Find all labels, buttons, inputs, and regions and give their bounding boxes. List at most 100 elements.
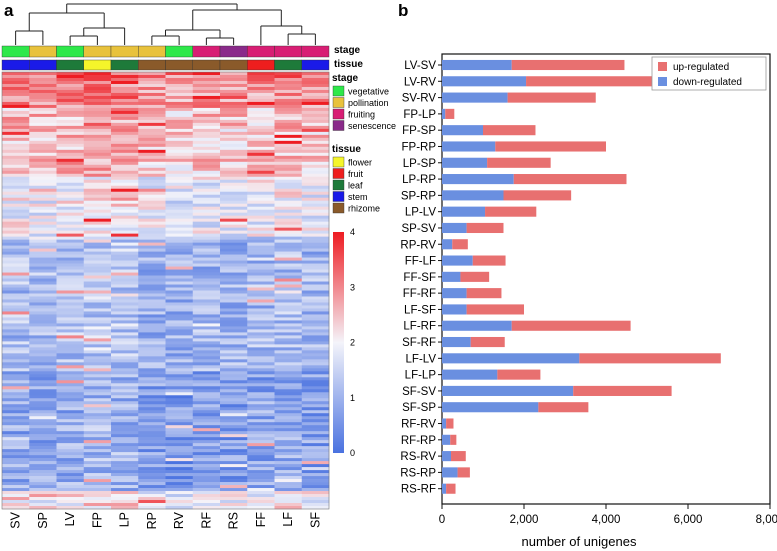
heatmap-cell bbox=[220, 185, 248, 190]
heatmap-cell bbox=[301, 371, 330, 375]
heatmap-cell bbox=[247, 314, 275, 318]
heatmap-cell bbox=[29, 134, 57, 139]
heatmap-cell bbox=[29, 488, 57, 492]
heatmap-cell bbox=[138, 116, 166, 121]
heatmap-cell bbox=[192, 344, 221, 348]
heatmap-cell bbox=[83, 458, 112, 462]
heatmap-cell bbox=[56, 107, 85, 112]
heatmap-cell bbox=[56, 314, 85, 318]
heatmap-cell bbox=[56, 500, 85, 504]
heatmap-cell bbox=[192, 470, 221, 474]
heatmap-cell bbox=[83, 299, 112, 303]
heatmap-cell bbox=[220, 383, 248, 387]
heatmap-cell bbox=[138, 260, 166, 264]
heatmap-cell bbox=[29, 92, 57, 97]
heatmap-cell bbox=[56, 72, 85, 76]
heatmap-cell bbox=[274, 296, 303, 300]
heatmap-cell bbox=[301, 104, 330, 109]
heatmap-cell bbox=[111, 269, 139, 273]
heatmap-cell bbox=[301, 353, 330, 357]
heatmap-cell bbox=[247, 464, 275, 468]
heatmap-cell bbox=[29, 167, 57, 172]
heatmap-cell bbox=[274, 182, 303, 187]
heatmap-cell bbox=[165, 98, 194, 103]
heatmap-cell bbox=[83, 167, 112, 172]
heatmap-cell bbox=[220, 215, 248, 219]
heatmap-cell bbox=[56, 422, 85, 426]
heatmap-cell bbox=[83, 380, 112, 384]
column-label-SV: SV bbox=[9, 511, 23, 528]
heatmap-cell bbox=[111, 77, 139, 82]
heatmap-cell bbox=[111, 497, 139, 501]
heatmap-cell bbox=[274, 248, 303, 252]
bar-down-regulated-LF-LP bbox=[442, 369, 498, 380]
heatmap-cell bbox=[111, 416, 139, 420]
heatmap-cell bbox=[83, 251, 112, 255]
heatmap-cell bbox=[301, 230, 330, 234]
heatmap-cell bbox=[301, 431, 330, 435]
heatmap-cell bbox=[165, 212, 194, 216]
heatmap-cell bbox=[83, 137, 112, 142]
heatmap-cell bbox=[138, 137, 166, 142]
heatmap-cell bbox=[56, 266, 85, 270]
category-label: RS-RF bbox=[401, 484, 436, 496]
heatmap-cell bbox=[29, 494, 57, 498]
heatmap-cell bbox=[192, 305, 221, 309]
heatmap-cell bbox=[220, 323, 248, 327]
heatmap-cell bbox=[192, 413, 221, 417]
heatmap-cell bbox=[192, 281, 221, 285]
heatmap-cell bbox=[192, 212, 221, 216]
heatmap-cell bbox=[111, 443, 139, 447]
heatmap-cell bbox=[247, 491, 275, 495]
heatmap-cell bbox=[301, 242, 330, 246]
heatmap-cell bbox=[2, 86, 30, 91]
heatmap-cell bbox=[220, 326, 248, 330]
heatmap-cell bbox=[274, 362, 303, 366]
heatmap-cell bbox=[83, 395, 112, 399]
heatmap-cell bbox=[56, 248, 85, 252]
heatmap-cell bbox=[301, 260, 330, 264]
heatmap-cell bbox=[165, 332, 194, 336]
heatmap-cell bbox=[220, 320, 248, 324]
heatmap-cell bbox=[111, 167, 139, 172]
heatmap-cell bbox=[301, 485, 330, 489]
heatmap-cell bbox=[220, 317, 248, 321]
heatmap-cell bbox=[29, 434, 57, 438]
heatmap-cell bbox=[138, 332, 166, 336]
heatmap-cell bbox=[56, 242, 85, 246]
stage-cell-FP bbox=[83, 45, 112, 58]
heatmap-cell bbox=[2, 332, 30, 336]
heatmap-cell bbox=[301, 281, 330, 285]
heatmap-cell bbox=[83, 476, 112, 480]
heatmap-cell bbox=[220, 224, 248, 228]
heatmap-cell bbox=[247, 455, 275, 459]
heatmap-cell bbox=[29, 329, 57, 333]
heatmap-cell bbox=[220, 188, 248, 193]
heatmap-cell bbox=[111, 158, 139, 163]
heatmap-cell bbox=[247, 395, 275, 399]
heatmap-cell bbox=[111, 239, 139, 243]
heatmap-cell bbox=[301, 89, 330, 94]
heatmap-cell bbox=[29, 386, 57, 390]
heatmap-cell bbox=[83, 383, 112, 387]
heatmap-cell bbox=[301, 245, 330, 249]
heatmap-cell bbox=[83, 296, 112, 300]
heatmap-cell bbox=[138, 161, 166, 166]
heatmap-cell bbox=[83, 152, 112, 157]
heatmap-cell bbox=[301, 458, 330, 462]
heatmap-cell bbox=[274, 113, 303, 118]
heatmap-cell bbox=[2, 269, 30, 273]
heatmap-cell bbox=[83, 254, 112, 258]
heatmap-cell bbox=[2, 164, 30, 169]
heatmap-cell bbox=[138, 125, 166, 130]
heatmap-cell bbox=[192, 422, 221, 426]
bar-down-regulated-RF-RP bbox=[442, 434, 451, 445]
heatmap-cell bbox=[247, 257, 275, 261]
heatmap-cell bbox=[220, 77, 248, 82]
heatmap-cell bbox=[301, 386, 330, 390]
heatmap-cell bbox=[56, 434, 85, 438]
heatmap-cell bbox=[165, 497, 194, 501]
heatmap-cell bbox=[192, 179, 221, 184]
heatmap-cell bbox=[56, 368, 85, 372]
heatmap-cell bbox=[192, 410, 221, 414]
